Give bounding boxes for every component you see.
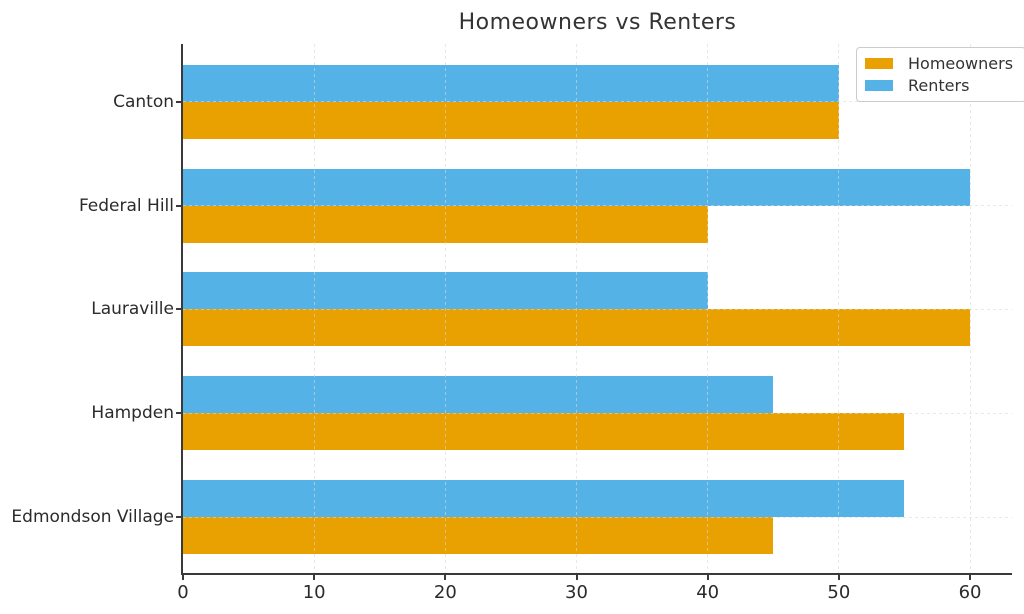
x-tick-label-10: 10 [302, 582, 326, 603]
y-tick-label-canton: Canton [113, 91, 174, 112]
gridline-y-canton [183, 101, 1012, 103]
y-tick-label-edmondson-village: Edmondson Village [11, 507, 174, 527]
legend-label-homeowners: Homeowners [908, 54, 1014, 73]
gridline-x-10 [313, 44, 315, 573]
legend: Homeowners Renters [856, 47, 1024, 102]
gridline-y-lauraville [183, 308, 1012, 310]
gridline-x-20 [444, 44, 446, 573]
y-tick-edmondson-village [176, 516, 181, 518]
gridline-x-30 [576, 44, 577, 573]
y-tick-label-federal-hill: Federal Hill [78, 195, 174, 216]
x-axis-spine [181, 573, 1012, 575]
gridline-x-40 [707, 44, 709, 573]
bar-homeowners-canton [183, 101, 839, 139]
y-tick-federal-hill [176, 204, 181, 207]
x-tick-50 [837, 575, 840, 580]
legend-swatch-renters [865, 80, 893, 91]
gridline-y-federal-hill [183, 205, 1012, 207]
legend-label-renters: Renters [908, 76, 970, 95]
x-tick-10 [313, 575, 316, 580]
y-tick-label-lauraville: Lauraville [91, 299, 174, 320]
bar-homeowners-edmondson-village [183, 517, 774, 554]
bar-renters-canton [183, 64, 839, 102]
x-tick-label-50: 50 [827, 582, 851, 603]
x-tick-label-40: 40 [696, 582, 720, 603]
bar-homeowners-hampden [183, 413, 905, 451]
y-axis-spine [181, 44, 183, 575]
x-tick-20 [444, 575, 447, 580]
y-tick-lauraville [176, 308, 181, 311]
gridline-y-edmondson-village [183, 516, 1012, 518]
gridline-x-50 [838, 44, 840, 573]
x-tick-label-60: 60 [958, 582, 982, 603]
y-tick-label-hampden: Hampden [91, 403, 174, 424]
bar-renters-edmondson-village [183, 480, 905, 517]
gridline-x-60 [969, 44, 971, 573]
legend-item-homeowners: Homeowners [865, 54, 1013, 73]
x-tick-0 [182, 575, 184, 580]
gridline-y-hampden [183, 412, 1012, 414]
chart-title: Homeowners vs Renters [458, 10, 737, 35]
bar-renters-hampden [183, 376, 774, 414]
x-tick-label-20: 20 [433, 582, 457, 603]
x-tick-30 [575, 575, 578, 580]
x-tick-label-0: 0 [177, 582, 189, 603]
legend-item-renters: Renters [865, 76, 1013, 95]
x-tick-40 [706, 575, 709, 580]
legend-swatch-homeowners [865, 58, 893, 69]
x-tick-60 [969, 575, 972, 580]
x-tick-label-30: 30 [565, 582, 588, 603]
y-tick-canton [176, 100, 181, 103]
y-tick-hampden [176, 412, 181, 415]
